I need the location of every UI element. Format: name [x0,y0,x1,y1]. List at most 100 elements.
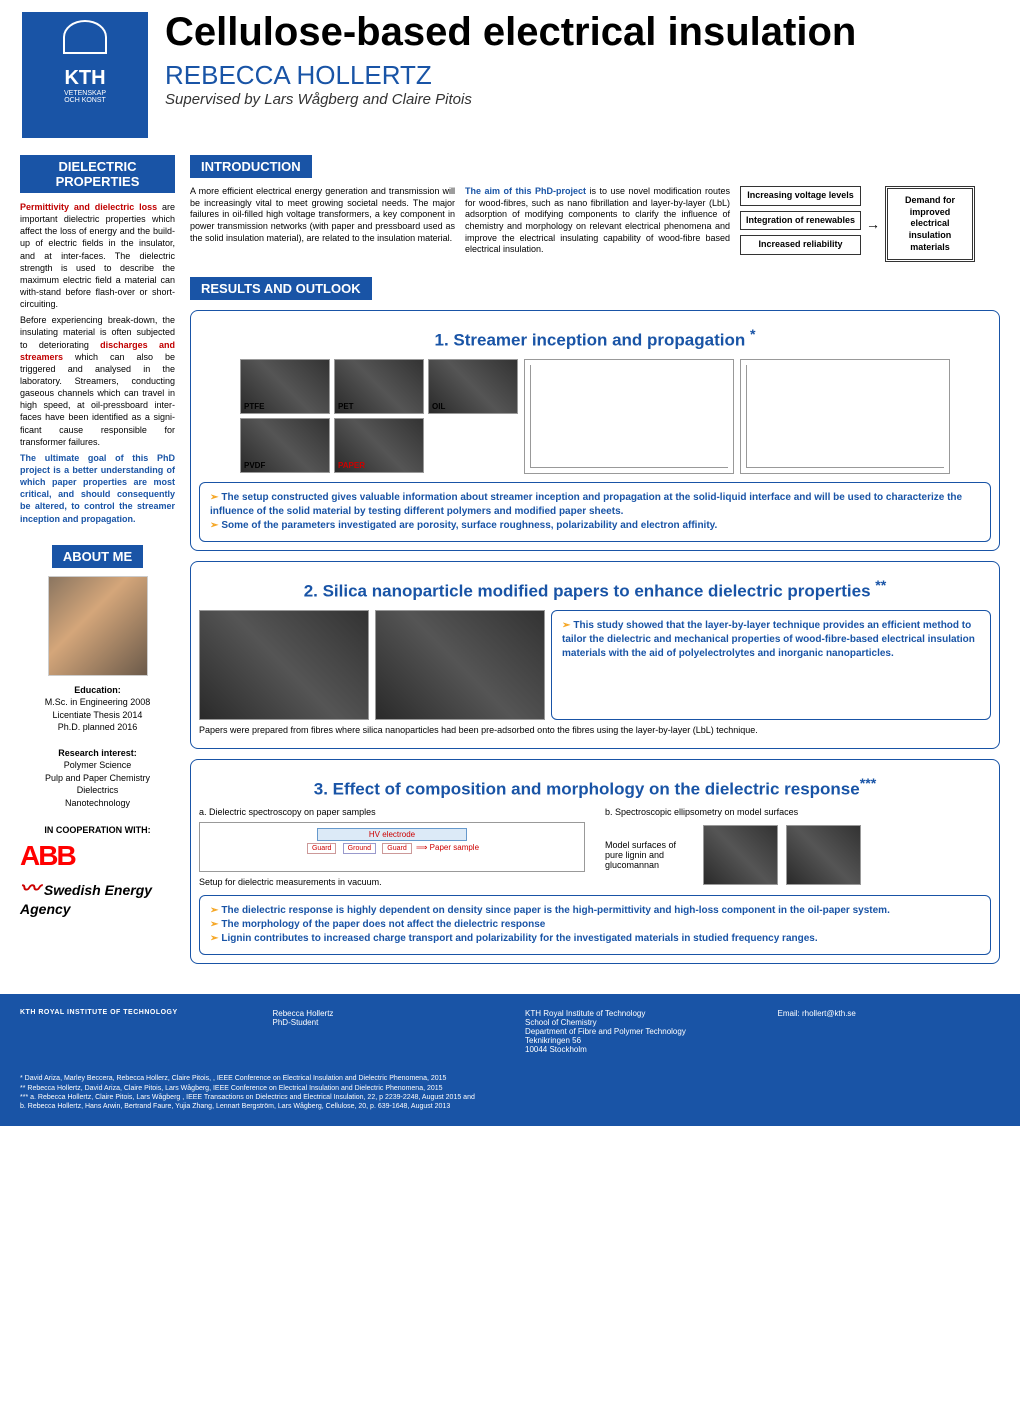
section-3: 3. Effect of composition and morphology … [190,759,1000,965]
s2-title: 2. Silica nanoparticle modified papers t… [199,578,991,602]
intro-col2: The aim of this PhD-project is to use no… [465,186,730,262]
s3-col-b: b. Spectroscopic ellipsometry on model s… [605,807,991,885]
intro-boxes: Increasing voltage levels Integration of… [740,186,1000,262]
guard-l: Guard [307,843,336,854]
sem-img-2 [375,610,545,720]
logo-sub1: VETENSKAP [64,90,106,97]
ref1: * David Ariza, Marley Beccera, Rebecca H… [20,1074,1000,1083]
footer-email: Email: rhollert@kth.se [778,1009,1001,1054]
coop-label: IN COOPERATION WITH: [20,825,175,835]
footer-name: Rebecca Hollertz [273,1009,496,1018]
dielectric-p1: are important dielectric properties whic… [20,202,175,309]
results-label: RESULTS AND OUTLOOK [190,277,372,300]
box-voltage: Increasing voltage levels [740,186,861,206]
ref4: b. Rebecca Hollertz, Hans Arwin, Bertran… [20,1102,1000,1111]
logo-main: KTH [64,67,105,90]
img-oil: OIL [428,359,518,414]
img-pet: PET [334,359,424,414]
box-demand: Demand for improved electrical insulatio… [885,186,975,262]
edu-label: Education: [74,685,121,695]
s3-b-label: b. Spectroscopic ellipsometry on model s… [605,807,991,817]
section-1: 1. Streamer inception and propagation * … [190,310,1000,551]
s1-star: * [750,327,756,343]
aim-text: is to use novel modification routes for … [465,186,730,254]
afm-1 [703,825,778,885]
addr2: School of Chemistry [525,1018,748,1027]
s3-row: a. Dielectric spectroscopy on paper samp… [199,807,991,887]
img-paper: PAPER [334,418,424,473]
research-label: Research interest: [58,748,137,758]
addr3: Department of Fibre and Polymer Technolo… [525,1027,748,1036]
s2-row: ➢This study showed that the layer-by-lay… [199,610,991,720]
header: KTH VETENSKAP OCH KONST Cellulose-based … [20,10,1000,140]
supervised: Supervised by Lars Wågberg and Claire Pi… [165,91,1000,108]
logo-sub2: OCH KONST [64,97,106,104]
hv-diagram: HV electrode Guard Ground Guard ⟹ Paper … [199,822,585,872]
s1-title: 1. Streamer inception and propagation * [199,327,991,351]
footer-role: PhD-Student [273,1018,496,1027]
edu3: Ph.D. planned 2016 [58,722,138,732]
hv-electrode: HV electrode [317,828,467,841]
ground: Ground [343,843,376,854]
references: * David Ariza, Marley Beccera, Rebecca H… [0,1069,1020,1125]
addr5: 10044 Stockholm [525,1045,748,1054]
s3-col-a: a. Dielectric spectroscopy on paper samp… [199,807,585,887]
afm-2 [786,825,861,885]
img-ptfe: PTFE [240,359,330,414]
s3-model: Model surfaces of pure lignin and glucom… [605,840,695,870]
s3-a-label: a. Dielectric spectroscopy on paper samp… [199,807,585,817]
dielectric-label: DIELECTRIC PROPERTIES [20,155,175,193]
s2-callout: ➢This study showed that the layer-by-lay… [551,610,991,720]
ri3: Dielectrics [77,785,119,795]
s3-callout: ➢The dielectric response is highly depen… [199,895,991,955]
chart-charge [740,359,950,474]
aim-bold: The aim of this PhD-project [465,186,586,196]
ref3: *** a. Rebecca Hollertz, Claire Pitois, … [20,1093,1000,1102]
title-block: Cellulose-based electrical insulation RE… [165,10,1000,108]
s3-b1: The dielectric response is highly depend… [221,905,889,916]
edu1: M.Sc. in Engineering 2008 [45,697,151,707]
about-text: Education: M.Sc. in Engineering 2008 Lic… [20,684,175,810]
box-renewables: Integration of renewables [740,211,861,231]
box-reliability: Increased reliability [740,235,861,255]
main-title: Cellulose-based electrical insulation [165,10,1000,55]
s2-caption: Papers were prepared from fibres where s… [199,725,991,735]
img-pvdf: PVDF [240,418,330,473]
s1-b2: Some of the parameters investigated are … [221,520,717,531]
addr4: Teknikringen 56 [525,1036,748,1045]
sem-img-1 [199,610,369,720]
footer: KTH ROYAL INSTITUTE OF TECHNOLOGY Rebecc… [0,994,1020,1069]
intro-col1: A more efficient electrical energy gener… [190,186,455,262]
swedish-logo: 〰 Swedish Energy Agency [20,872,175,917]
poster: KTH VETENSKAP OCH KONST Cellulose-based … [0,0,1020,964]
guard-r: Guard [382,843,411,854]
author: REBECCA HOLLERTZ [165,60,1000,91]
s2-b1: This study showed that the layer-by-laye… [562,620,975,659]
s2-star: ** [875,578,886,594]
intro-row: A more efficient electrical energy gener… [190,186,1000,262]
chart-inception [524,359,734,474]
author-photo [48,576,148,676]
intro-label: INTRODUCTION [190,155,312,178]
ri4: Nanotechnology [65,798,130,808]
dielectric-text: Permittivity and dielectric loss are imp… [20,201,175,525]
s3-title: 3. Effect of composition and morphology … [199,776,991,800]
dielectric-p2c: which can also be triggered and analysed… [20,352,175,447]
edu2: Licentiate Thesis 2014 [53,710,143,720]
ri2: Pulp and Paper Chemistry [45,773,150,783]
footer-name-col: Rebecca Hollertz PhD-Student [273,1009,496,1054]
s3-b3: Lignin contributes to increased charge t… [221,933,817,944]
abb-logo: ABB [20,840,175,872]
ultimate-goal: The ultimate goal of this PhD project is… [20,452,175,525]
left-column: DIELECTRIC PROPERTIES Permittivity and d… [20,155,175,964]
s3-star: *** [860,776,877,792]
addr1: KTH Royal Institute of Technology [525,1009,748,1018]
body: DIELECTRIC PROPERTIES Permittivity and d… [20,155,1000,964]
right-column: INTRODUCTION A more efficient electrical… [190,155,1000,964]
arrow-icon: → [866,215,880,233]
ref2: ** Rebecca Hollertz, David Ariza, Claire… [20,1084,1000,1093]
footer-addr-col: KTH Royal Institute of Technology School… [525,1009,748,1054]
section-2: 2. Silica nanoparticle modified papers t… [190,561,1000,749]
ri1: Polymer Science [64,760,132,770]
s1-images: PTFE PET OIL PVDF PAPER [199,359,991,474]
